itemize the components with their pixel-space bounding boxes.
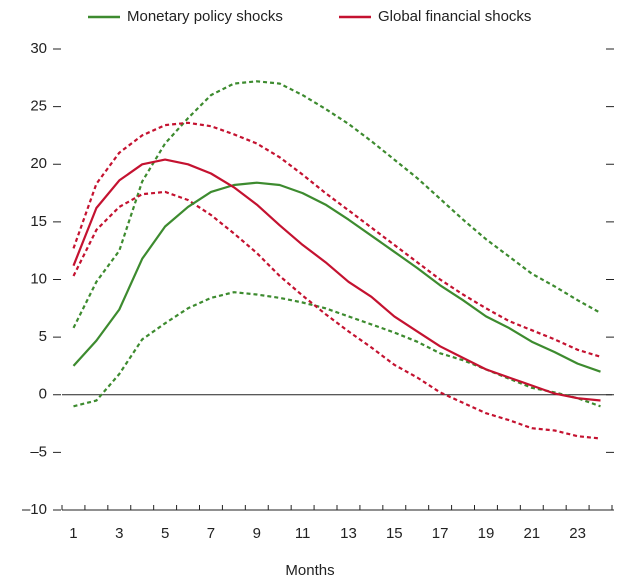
x-tick-label: 21 xyxy=(523,525,540,542)
series-line xyxy=(72,181,601,373)
x-tick-label: 11 xyxy=(295,525,311,542)
y-tick-label: –5 xyxy=(30,443,47,460)
confidence-band xyxy=(72,80,602,329)
y-tick-label: 0 xyxy=(39,386,47,403)
legend-label: Global financial shocks xyxy=(378,8,531,25)
x-tick-label: 19 xyxy=(478,525,495,542)
series-line xyxy=(72,158,601,402)
y-tick-label: –10 xyxy=(22,501,47,518)
legend-label: Monetary policy shocks xyxy=(127,8,283,25)
x-tick-label: 23 xyxy=(569,525,586,542)
x-tick-label: 7 xyxy=(207,525,215,542)
y-tick-label: 15 xyxy=(30,213,47,230)
x-tick-label: 3 xyxy=(115,525,123,542)
x-tick-label: 13 xyxy=(340,525,357,542)
y-tick-label: 5 xyxy=(39,328,47,345)
x-axis-label: Months xyxy=(285,562,334,579)
y-tick-label: 20 xyxy=(30,155,47,172)
y-tick-label: 25 xyxy=(30,98,47,115)
x-tick-label: 9 xyxy=(253,525,261,542)
y-tick-label: 30 xyxy=(30,40,47,57)
confidence-band xyxy=(72,121,601,358)
x-tick-label: 1 xyxy=(69,525,77,542)
x-tick-label: 17 xyxy=(432,525,449,542)
confidence-band xyxy=(73,291,601,408)
x-tick-label: 15 xyxy=(386,525,403,542)
confidence-band xyxy=(72,190,601,440)
x-tick-label: 5 xyxy=(161,525,169,542)
y-tick-label: 10 xyxy=(30,270,47,287)
